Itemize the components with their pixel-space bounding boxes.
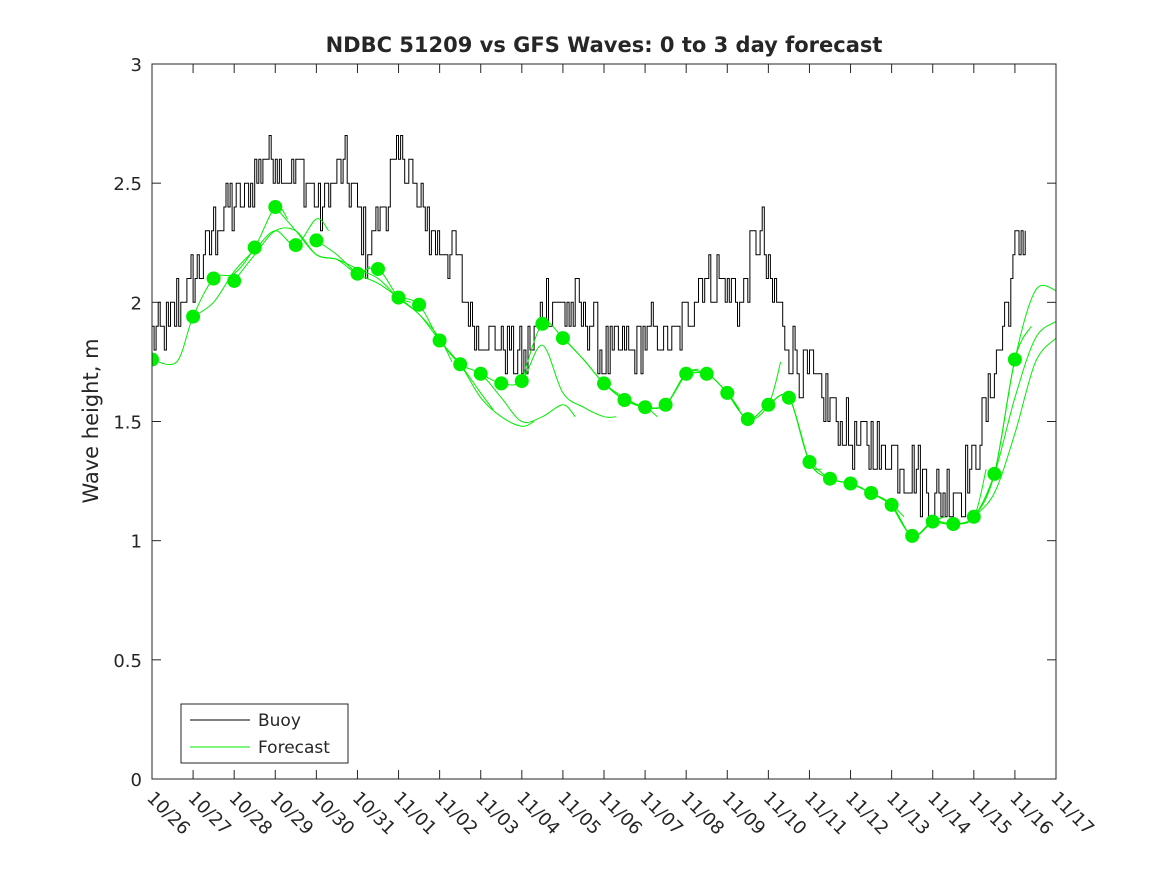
- forecast-marker-point: [802, 455, 817, 469]
- y-tick-label: 0: [131, 770, 142, 791]
- y-tick-label: 2.5: [113, 174, 142, 195]
- forecast-marker-point: [781, 390, 796, 405]
- forecast-marker-point: [206, 271, 221, 286]
- legend-box: [180, 703, 349, 764]
- forecast-marker-point: [823, 471, 837, 486]
- forecast-marker-point: [966, 509, 981, 524]
- forecast-marker-point: [152, 352, 159, 367]
- forecast-marker-point: [905, 528, 920, 543]
- y-tick-label: 1: [131, 532, 142, 553]
- forecast-marker-point: [186, 309, 201, 324]
- forecast-marker-point: [740, 412, 755, 427]
- forecast-marker-point: [268, 200, 283, 214]
- y-tick-label: 3: [131, 55, 142, 76]
- forecast-marker-point: [597, 376, 611, 391]
- forecast-marker-point: [288, 238, 303, 253]
- forecast-line-22: [973, 337, 1056, 518]
- forecast-marker-point: [247, 240, 262, 255]
- forecast-marker-point: [494, 376, 509, 391]
- buoy-series-line: [152, 135, 1026, 518]
- legend-forecast-label: Forecast: [258, 738, 330, 758]
- chart-title: NDBC 51209 vs GFS Waves: 0 to 3 day fore…: [326, 33, 883, 57]
- forecast-marker-point: [432, 333, 447, 348]
- y-tick-label: 2: [131, 293, 142, 314]
- forecast-marker-point: [1007, 352, 1022, 367]
- legend: Buoy Forecast: [180, 703, 349, 764]
- forecast-marker-point: [617, 393, 632, 407]
- forecast-marker-point: [761, 397, 776, 412]
- forecast-marker-point: [699, 366, 714, 381]
- forecast-marker-point: [350, 266, 365, 281]
- forecast-line-2: [192, 218, 330, 318]
- forecast-marker-point: [946, 517, 961, 531]
- forecast-marker-point: [884, 497, 899, 512]
- forecast-marker-point: [391, 290, 406, 305]
- forecast-marker-point: [371, 262, 385, 276]
- forecast-marker-point: [535, 316, 550, 331]
- y-tick-label: 1.5: [113, 413, 142, 434]
- forecast-marker-point: [473, 366, 488, 381]
- forecast-marker-point: [412, 297, 427, 312]
- forecast-marker-point: [453, 357, 468, 372]
- forecast-marker-point: [514, 374, 529, 388]
- forecast-marker-point: [987, 466, 1002, 481]
- legend-buoy-label: Buoy: [258, 711, 301, 731]
- y-axis-label: Wave height, m: [79, 338, 103, 503]
- data-layer: [152, 135, 1056, 543]
- forecast-marker-point: [555, 331, 570, 346]
- y-tick-label: 0.5: [113, 651, 142, 672]
- forecast-marker-point: [309, 233, 324, 248]
- forecast-marker-point: [658, 397, 673, 412]
- forecast-marker-point: [864, 486, 879, 500]
- forecast-marker-point: [638, 400, 653, 415]
- forecast-marker-point: [720, 385, 735, 400]
- forecast-marker-point: [679, 366, 694, 381]
- forecast-marker-point: [843, 476, 858, 491]
- forecast-marker-point: [925, 514, 940, 529]
- forecast-marker-point: [227, 273, 242, 288]
